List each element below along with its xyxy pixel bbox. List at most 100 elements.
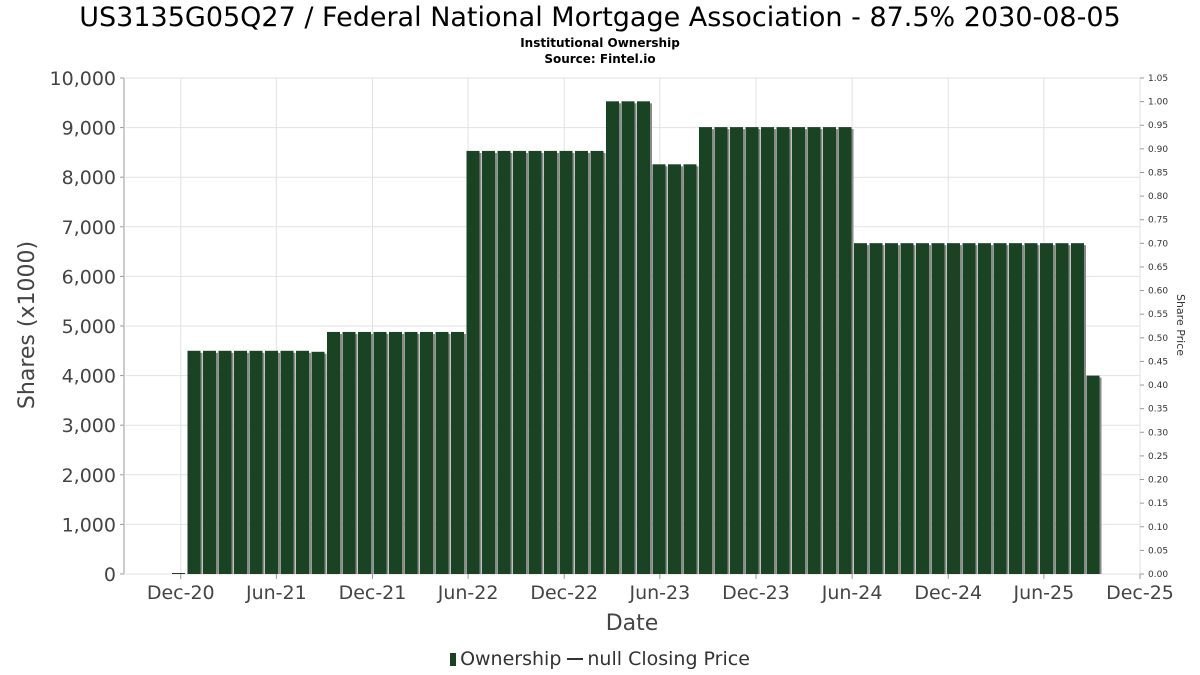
ownership-bar	[435, 331, 449, 574]
x-axis-label: Date	[606, 611, 659, 636]
ownership-bar	[389, 331, 402, 574]
x-tick-label: Dec-23	[722, 582, 790, 604]
ownership-bar	[652, 164, 666, 574]
ownership-chart: 0 1,000 2,000 3,000 4,000 5,000 6,000 7,000 8,00…	[15, 68, 1187, 636]
bars-group	[172, 101, 1102, 575]
ownership-bar	[792, 127, 805, 574]
y2-tick-label: 0.95	[1148, 121, 1168, 131]
ownership-bar	[203, 350, 216, 574]
ownership-bar	[978, 243, 991, 574]
y2-tick-label: 0.60	[1148, 287, 1168, 297]
y2-tick-label: 0.50	[1148, 334, 1168, 344]
ownership-bar	[249, 350, 263, 574]
ownership-bar	[404, 331, 418, 574]
y2-tick-label: 1.00	[1148, 98, 1168, 108]
ownership-bar	[590, 150, 604, 575]
y-tick-label: 2,000	[62, 465, 116, 487]
ownership-bar	[947, 243, 960, 574]
y2-tick-label: 0.55	[1148, 310, 1168, 320]
ownership-legend-swatch	[450, 653, 457, 666]
ownership-bar	[745, 127, 759, 574]
ownership-bar	[296, 350, 309, 574]
chart-source: Source: Fintel.io	[544, 52, 656, 66]
ownership-bar	[807, 127, 821, 574]
ownership-bar	[420, 331, 433, 574]
ownership-bar	[823, 127, 836, 574]
x-tick-label: Jun-24	[821, 582, 883, 604]
ownership-bar	[730, 127, 743, 574]
y-tick-label: 4,000	[62, 366, 116, 388]
ownership-bar	[1040, 243, 1053, 574]
y2-tick-label: 0.65	[1148, 263, 1168, 273]
ownership-bar	[528, 150, 542, 575]
ownership-bar	[373, 331, 387, 574]
y2-axis-label: Share Price	[1174, 294, 1187, 356]
y-tick-label: 0	[104, 564, 116, 586]
ownership-bar	[327, 331, 340, 574]
y2-axis-ticks: 0.00 0.05 0.10 0.15 0.20 0.25 0.30 0.35 0.40 0.45…	[1140, 74, 1168, 580]
x-tick-label: Dec-22	[530, 582, 598, 604]
y-tick-label: 7,000	[62, 217, 116, 239]
x-axis-ticks: Dec-20 Jun-21 Dec-21 Jun-22 Dec-22 Jun-23 Dec-…	[147, 574, 1174, 604]
y-tick-label: 10,000	[50, 68, 116, 90]
ownership-bar	[993, 243, 1007, 574]
y-tick-label: 6,000	[62, 266, 116, 288]
x-tick-label: Jun-21	[245, 582, 307, 604]
ownership-bar	[544, 150, 557, 575]
ownership-bar	[776, 127, 790, 574]
y2-tick-label: 1.05	[1148, 74, 1168, 84]
y2-tick-label: 0.40	[1148, 381, 1168, 391]
ownership-bar	[559, 150, 573, 575]
ownership-bar	[280, 350, 294, 574]
ownership-bar	[637, 101, 650, 574]
ownership-bar	[575, 150, 588, 575]
ownership-bar	[683, 164, 697, 574]
y2-tick-label: 0.00	[1148, 570, 1168, 580]
ownership-bar	[838, 127, 852, 574]
ownership-bar	[854, 243, 867, 574]
y-tick-label: 3,000	[62, 415, 116, 437]
y2-tick-label: 0.35	[1148, 405, 1168, 415]
y-tick-label: 8,000	[62, 167, 116, 189]
ownership-bar	[621, 101, 635, 574]
y2-tick-label: 0.20	[1148, 476, 1168, 486]
chart-subtitle: Institutional Ownership	[520, 36, 680, 50]
ownership-bar	[311, 351, 325, 574]
ownership-bar	[900, 243, 914, 574]
ownership-bar	[761, 127, 774, 574]
y-tick-label: 1,000	[62, 514, 116, 536]
x-tick-label: Jun-23	[628, 582, 690, 604]
ownership-bar	[172, 573, 185, 574]
ownership-bar	[187, 350, 201, 574]
y-axis-label: Shares (x1000)	[15, 241, 40, 409]
ownership-bar	[1071, 243, 1084, 574]
ownership-bar	[218, 350, 232, 574]
ownership-bar	[916, 243, 929, 574]
x-tick-label: Dec-25	[1106, 582, 1174, 604]
y2-tick-label: 0.45	[1148, 357, 1168, 367]
x-tick-label: Dec-20	[147, 582, 215, 604]
x-tick-label: Jun-25	[1012, 582, 1074, 604]
ownership-bar	[714, 127, 728, 574]
ownership-bar	[234, 350, 247, 574]
y2-tick-label: 0.90	[1148, 145, 1168, 155]
ownership-bar	[482, 150, 495, 575]
y-tick-label: 5,000	[62, 316, 116, 338]
ownership-bar	[513, 150, 526, 575]
ownership-bar	[497, 150, 511, 575]
ownership-bar	[668, 164, 681, 574]
legend-price: null Closing Price	[587, 648, 750, 670]
y2-tick-label: 0.10	[1148, 523, 1168, 533]
x-tick-label: Dec-21	[339, 582, 407, 604]
ownership-bar	[342, 331, 356, 574]
chart-legend: Ownership null Closing Price	[0, 648, 1200, 670]
ownership-bar	[451, 331, 464, 574]
price-legend-line	[567, 658, 584, 660]
ownership-bar	[265, 350, 278, 574]
ownership-bar	[1009, 243, 1022, 574]
ownership-bar	[931, 243, 945, 574]
ownership-bar	[962, 243, 976, 574]
y2-tick-label: 0.80	[1148, 192, 1168, 202]
ownership-bar	[1086, 375, 1100, 574]
ownership-bar	[869, 243, 883, 574]
